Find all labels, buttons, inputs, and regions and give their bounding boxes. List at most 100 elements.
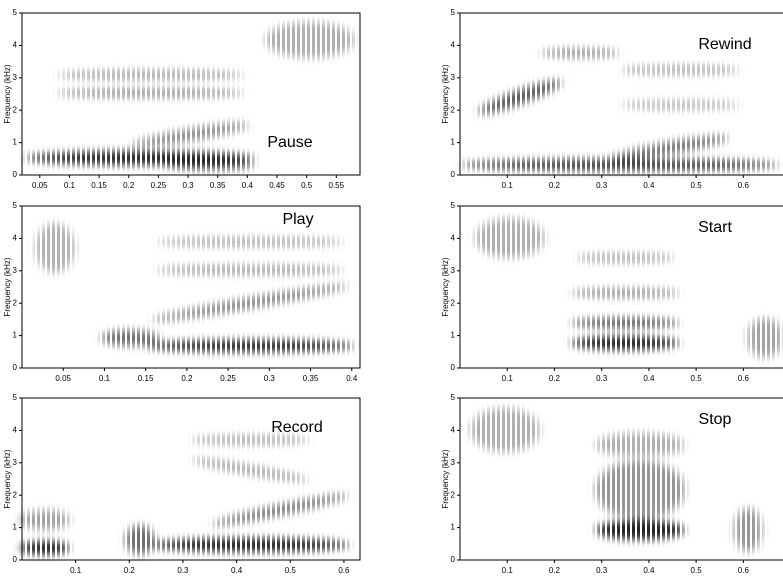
stripe-overlay [22,206,360,368]
plot-frame [459,397,783,561]
y-tick-label: 5 [13,201,18,210]
annotation: Play [282,211,313,228]
x-tick-label: 0.5 [691,374,703,383]
y-tick-label: 0 [451,363,456,372]
y-tick-label: 0 [13,363,18,372]
y-tick-label: 0 [13,555,18,564]
y-axis-label: Frequency (kHz) [3,257,12,316]
y-tick-label: 4 [13,234,18,243]
y-tick-label: 1 [451,523,456,532]
x-tick-label: 0.1 [70,566,82,575]
x-tick-label: 0.5 [691,181,703,190]
y-axis-label: Frequency (kHz) [441,257,450,316]
annotation: Start [698,219,732,236]
y-tick-label: 1 [13,331,18,340]
y-tick-label: 1 [13,523,18,532]
y-tick-label: 2 [13,105,18,114]
x-tick-label: 0.3 [182,181,194,190]
x-tick-label: 0.4 [643,181,655,190]
stripe-overlay [460,398,783,560]
y-tick-label: 5 [451,393,456,402]
y-tick-label: 4 [451,234,456,243]
y-tick-label: 4 [13,426,18,435]
y-tick-label: 1 [451,138,456,147]
x-tick-label: 0.2 [123,181,135,190]
y-tick-label: 4 [451,426,456,435]
x-tick-label: 0.55 [328,181,344,190]
plot-frame [459,205,783,369]
y-tick-label: 3 [13,458,18,467]
y-tick-label: 3 [13,266,18,275]
x-tick-label: 0.2 [124,566,136,575]
x-tick-label: 0.1 [502,374,514,383]
plot-frame [21,205,361,369]
annotation: Rewind [698,36,751,53]
x-tick-label: 0.3 [177,566,189,575]
y-tick-label: 2 [13,490,18,499]
x-tick-label: 0.2 [181,374,193,383]
x-tick-label: 0.4 [346,374,358,383]
x-tick-label: 0.1 [64,181,76,190]
x-tick-label: 0.4 [643,566,655,575]
plot-frame [459,12,783,176]
x-tick-label: 0.5 [691,566,703,575]
x-tick-label: 0.2 [549,181,561,190]
spectrogram-panel: 0 1 2 3 4 5 0.05 0.1 0.15 0.2 0.25 0.3 0.35 0.4 Freque… [3,201,361,383]
y-tick-label: 3 [451,73,456,82]
x-tick-label: 0.4 [242,181,254,190]
x-tick-label: 0.2 [549,566,561,575]
x-tick-label: 0.25 [220,374,236,383]
y-tick-label: 3 [451,458,456,467]
y-tick-label: 3 [451,266,456,275]
x-tick-label: 0.6 [338,566,350,575]
x-tick-label: 0.1 [99,374,111,383]
stripe-overlay [460,13,783,175]
y-tick-label: 5 [451,201,456,210]
x-tick-label: 0.3 [264,374,276,383]
x-tick-label: 0.3 [596,566,608,575]
y-tick-label: 1 [451,331,456,340]
y-tick-label: 5 [13,8,18,17]
stripe-overlay [460,206,783,368]
plot-frame [21,397,361,561]
y-tick-label: 2 [451,298,456,307]
stripe-overlay [22,13,360,175]
y-tick-label: 2 [451,105,456,114]
spectrogram-panel: 0 1 2 3 4 5 0.1 0.2 0.3 0.4 0.5 0.6 Frequency (kHz) R… [3,393,361,575]
y-tick-label: 0 [13,170,18,179]
x-tick-label: 0.1 [502,181,514,190]
y-tick-label: 1 [13,138,18,147]
y-tick-label: 4 [451,41,456,50]
x-tick-label: 0.45 [269,181,285,190]
x-tick-label: 0.5 [301,181,313,190]
x-tick-label: 0.15 [138,374,154,383]
y-tick-label: 5 [13,393,18,402]
y-axis-label: Frequency (kHz) [441,64,450,123]
annotation: Stop [699,411,732,428]
y-axis-label: Frequency (kHz) [3,449,12,508]
x-tick-label: 0.4 [643,374,655,383]
x-tick-label: 0.6 [738,374,750,383]
annotation: Pause [267,134,312,151]
y-tick-label: 0 [451,170,456,179]
plot-frame [21,12,361,176]
x-tick-label: 0.4 [231,566,243,575]
x-tick-label: 0.6 [738,566,750,575]
x-tick-label: 0.25 [151,181,167,190]
x-tick-label: 0.35 [303,374,319,383]
x-tick-label: 0.05 [32,181,48,190]
y-tick-label: 2 [13,298,18,307]
y-axis-label: Frequency (kHz) [441,449,450,508]
stripe-overlay [22,398,360,560]
y-tick-label: 4 [13,41,18,50]
x-tick-label: 0.35 [210,181,226,190]
x-tick-label: 0.05 [55,374,71,383]
y-tick-label: 2 [451,490,456,499]
y-tick-label: 3 [13,73,18,82]
x-tick-label: 0.2 [549,374,561,383]
y-axis-label: Frequency (kHz) [3,64,12,123]
